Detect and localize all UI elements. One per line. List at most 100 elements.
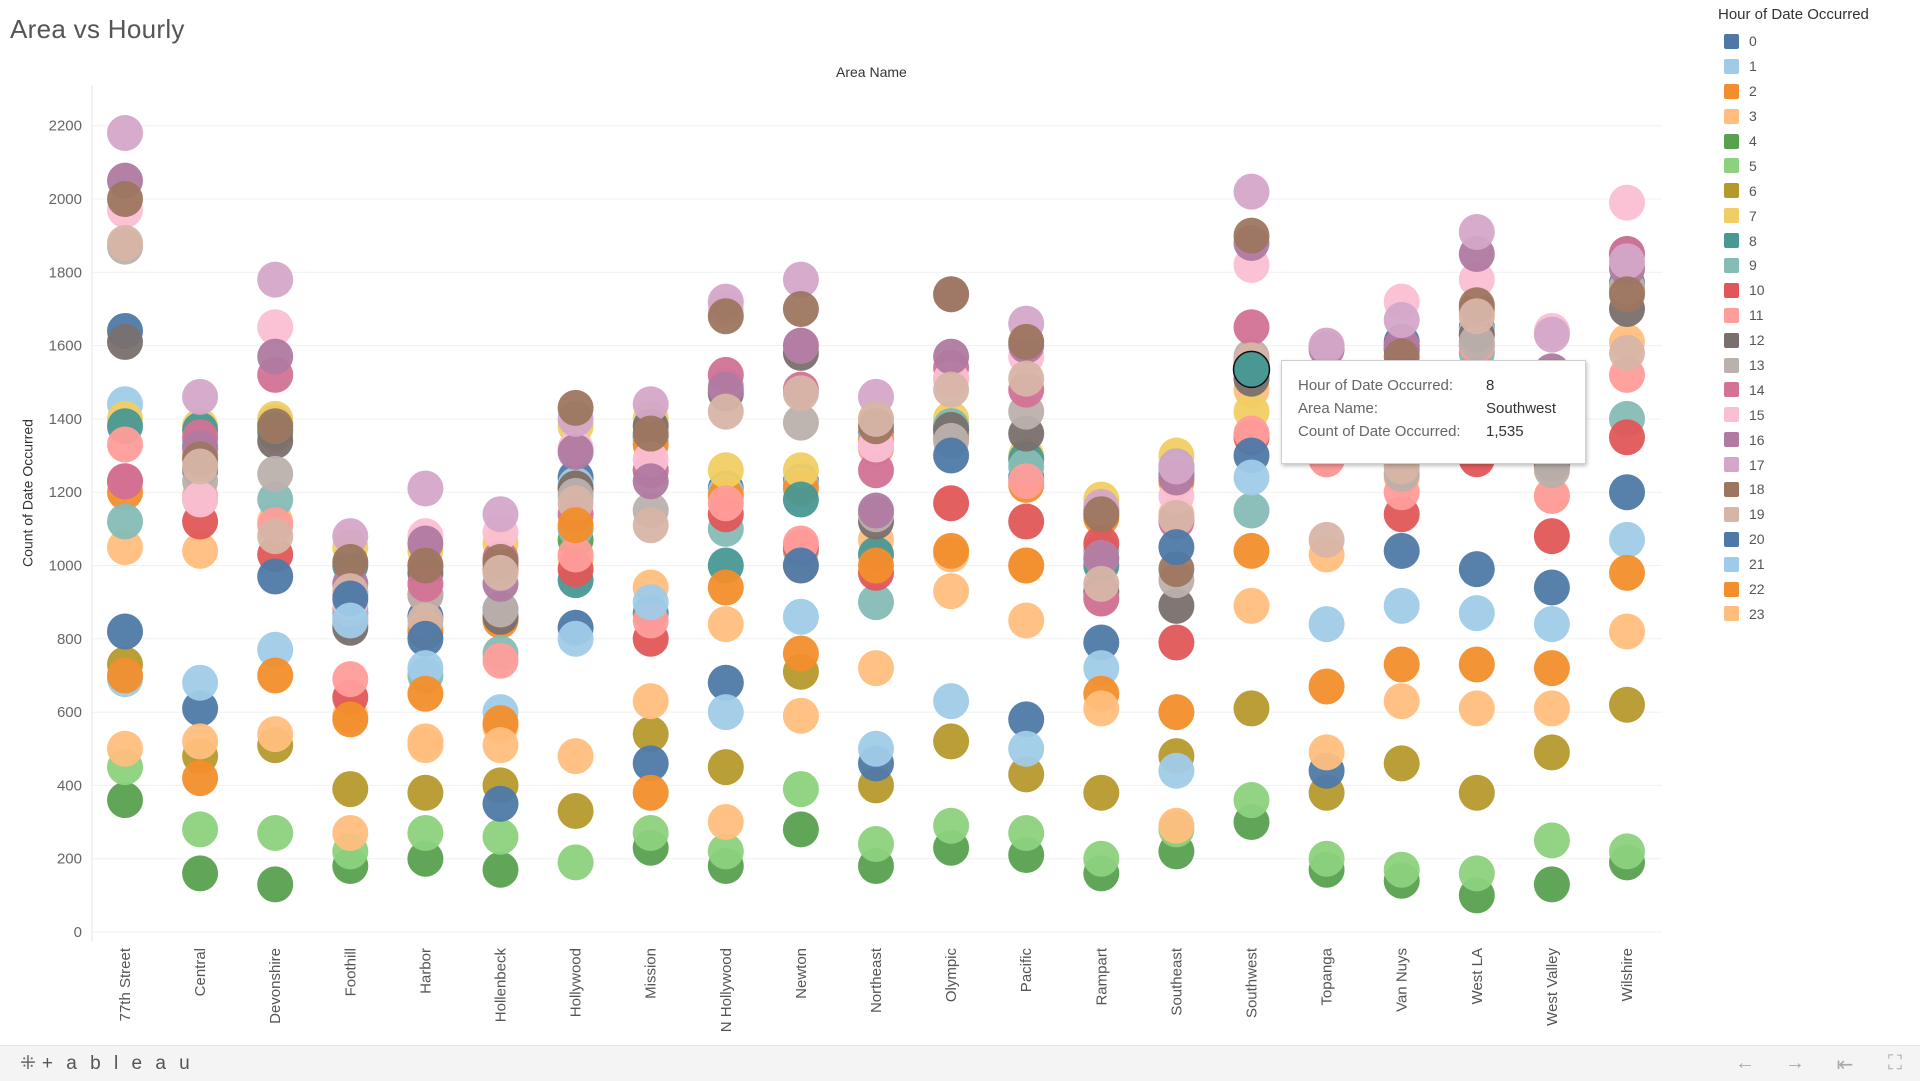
point-newton-hour-7[interactable]	[782, 452, 819, 489]
point-newton-hour-13[interactable]	[782, 404, 819, 441]
point-wilshire-hour-6[interactable]	[1609, 686, 1645, 723]
point-topanga-hour-19[interactable]	[1308, 521, 1345, 558]
point-northeast-hour-23[interactable]	[858, 650, 894, 687]
point-west-la-hour-13[interactable]	[1458, 323, 1495, 360]
point-harbor-hour-20[interactable]	[407, 620, 444, 657]
point-northeast-hour-14[interactable]	[858, 452, 894, 489]
point-77th-street-hour-4[interactable]	[107, 782, 143, 819]
point-wilshire-hour-10[interactable]	[1609, 419, 1645, 456]
point-van-nuys-hour-17[interactable]	[1383, 301, 1420, 338]
point-southwest-hour-9[interactable]	[1233, 492, 1270, 529]
point-west-la-hour-20[interactable]	[1458, 551, 1495, 588]
point-n-hollywood-hour-23[interactable]	[707, 804, 744, 841]
point-mission-hour-22[interactable]	[632, 774, 669, 811]
point-n-hollywood-hour-5[interactable]	[707, 833, 744, 870]
point-rampart-hour-21[interactable]	[1083, 650, 1120, 687]
point-pacific-hour-5[interactable]	[1008, 815, 1045, 852]
point-foothill-hour-18[interactable]	[332, 543, 369, 580]
point-west-la-hour-15[interactable]	[1458, 261, 1495, 298]
point-central-hour-23[interactable]	[182, 723, 219, 760]
point-devonshire-hour-23[interactable]	[257, 716, 294, 753]
point-southwest-hour-22[interactable]	[1233, 532, 1270, 569]
point-wilshire-hour-23[interactable]	[1609, 613, 1645, 650]
legend-item-0[interactable]: 0	[1718, 29, 1918, 54]
point-west-la-hour-6[interactable]	[1458, 774, 1495, 811]
point-central-hour-3[interactable]	[182, 532, 219, 569]
point-hollenbeck-hour-5[interactable]	[482, 818, 519, 855]
point-central-hour-22[interactable]	[182, 760, 219, 797]
point-77th-street-hour-3[interactable]	[107, 529, 143, 566]
point-west-valley-hour-20[interactable]	[1533, 569, 1570, 606]
point-wilshire-hour-20[interactable]	[1609, 474, 1645, 511]
point-devonshire-hour-16[interactable]	[257, 338, 294, 375]
point-central-hour-17[interactable]	[182, 378, 219, 415]
point-pacific-hour-21[interactable]	[1008, 730, 1045, 767]
point-hollywood-hour-22[interactable]	[557, 507, 594, 544]
point-wilshire-hour-22[interactable]	[1609, 554, 1645, 591]
legend-item-7[interactable]: 7	[1718, 203, 1918, 228]
point-hollywood-hour-6[interactable]	[557, 793, 594, 830]
point-pacific-hour-10[interactable]	[1008, 503, 1045, 540]
point-pacific-hour-20[interactable]	[1008, 701, 1045, 738]
legend-item-20[interactable]: 20	[1718, 527, 1918, 552]
point-west-la-hour-5[interactable]	[1458, 855, 1495, 892]
point-southwest-hour-8[interactable]	[1232, 350, 1271, 389]
legend-item-3[interactable]: 3	[1718, 104, 1918, 129]
point-northeast-hour-9[interactable]	[858, 584, 894, 621]
point-central-hour-20[interactable]	[182, 690, 219, 727]
point-southeast-hour-12[interactable]	[1158, 587, 1195, 624]
legend-item-11[interactable]: 11	[1718, 303, 1918, 328]
point-topanga-hour-5[interactable]	[1308, 840, 1345, 877]
point-77th-street-hour-23[interactable]	[107, 730, 143, 767]
point-pacific-hour-6[interactable]	[1008, 756, 1045, 793]
point-west-valley-hour-17[interactable]	[1533, 316, 1570, 353]
point-southwest-hour-21[interactable]	[1233, 459, 1270, 496]
point-wilshire-hour-21[interactable]	[1609, 521, 1645, 558]
point-devonshire-hour-22[interactable]	[257, 657, 294, 694]
point-van-nuys-hour-5[interactable]	[1383, 851, 1420, 888]
point-n-hollywood-hour-22[interactable]	[707, 569, 744, 606]
point-southwest-hour-18[interactable]	[1233, 217, 1270, 254]
point-harbor-hour-17[interactable]	[407, 470, 444, 507]
point-foothill-hour-23[interactable]	[332, 815, 369, 852]
point-foothill-hour-21[interactable]	[332, 602, 369, 639]
point-west-valley-hour-4[interactable]	[1533, 866, 1570, 903]
point-olympic-hour-18[interactable]	[933, 276, 970, 313]
point-foothill-hour-17[interactable]	[332, 518, 369, 555]
point-southeast-hour-23[interactable]	[1158, 807, 1195, 844]
legend-item-1[interactable]: 1	[1718, 54, 1918, 79]
point-rampart-hour-18[interactable]	[1083, 496, 1120, 533]
point-77th-street-hour-19[interactable]	[107, 224, 143, 261]
point-olympic-hour-5[interactable]	[933, 807, 970, 844]
point-harbor-hour-4[interactable]	[407, 840, 444, 877]
point-west-valley-hour-11[interactable]	[1533, 477, 1570, 514]
point-pacific-hour-19[interactable]	[1008, 360, 1045, 397]
point-olympic-hour-22[interactable]	[933, 532, 970, 569]
point-southwest-hour-6[interactable]	[1233, 690, 1270, 727]
legend-item-4[interactable]: 4	[1718, 129, 1918, 154]
point-olympic-hour-20[interactable]	[933, 437, 970, 474]
point-pacific-hour-22[interactable]	[1008, 547, 1045, 584]
point-rampart-hour-16[interactable]	[1083, 540, 1120, 577]
point-west-valley-hour-23[interactable]	[1533, 690, 1570, 727]
legend-item-5[interactable]: 5	[1718, 153, 1918, 178]
point-wilshire-hour-5[interactable]	[1609, 833, 1645, 870]
point-northeast-hour-16[interactable]	[858, 492, 894, 529]
point-southeast-hour-19[interactable]	[1158, 499, 1195, 536]
legend-item-21[interactable]: 21	[1718, 552, 1918, 577]
point-west-la-hour-19[interactable]	[1458, 298, 1495, 335]
point-topanga-hour-23[interactable]	[1308, 734, 1345, 771]
point-central-hour-15[interactable]	[182, 481, 219, 518]
point-devonshire-hour-21[interactable]	[257, 631, 294, 668]
legend-item-23[interactable]: 23	[1718, 601, 1918, 626]
point-n-hollywood-hour-6[interactable]	[707, 749, 744, 786]
point-devonshire-hour-5[interactable]	[257, 815, 294, 852]
point-n-hollywood-hour-18[interactable]	[707, 298, 744, 335]
point-newton-hour-4[interactable]	[782, 811, 819, 848]
point-hollenbeck-hour-23[interactable]	[482, 727, 519, 764]
data-points[interactable]	[107, 115, 1645, 914]
point-pacific-hour-11[interactable]	[1008, 463, 1045, 500]
point-n-hollywood-hour-7[interactable]	[707, 452, 744, 489]
point-harbor-hour-22[interactable]	[407, 675, 444, 712]
point-west-la-hour-23[interactable]	[1458, 690, 1495, 727]
